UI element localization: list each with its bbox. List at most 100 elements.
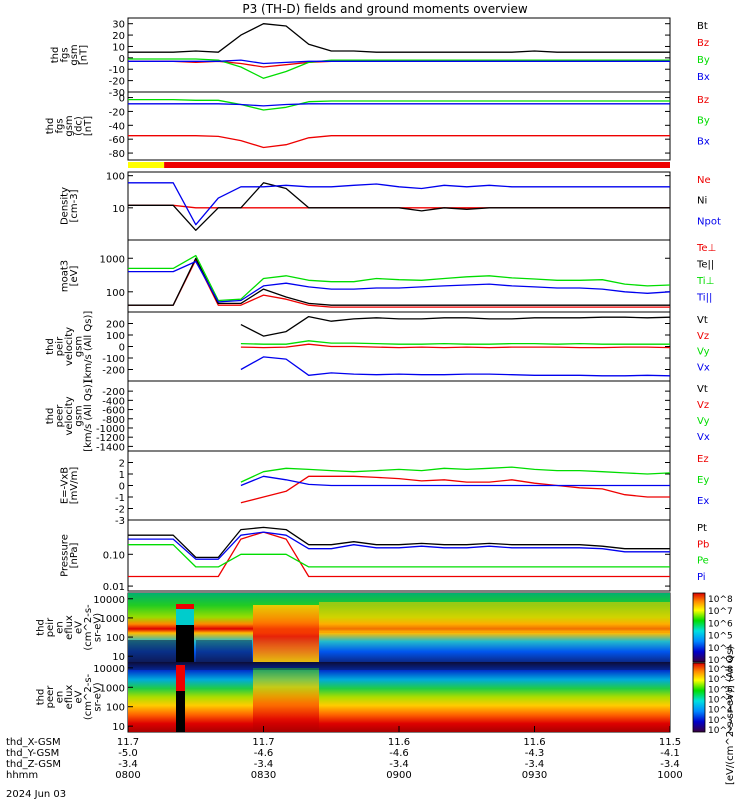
x-tick-label: -3.4: [660, 759, 680, 770]
y-axis-label: thd: [36, 619, 47, 636]
series-line-Vy: [240, 340, 670, 345]
y-axis-label: sr-eV): [93, 613, 104, 642]
y-axis-label: peer: [55, 404, 66, 428]
series-line-Bx: [128, 103, 670, 107]
y-tick-label: -30: [109, 88, 125, 99]
series-line-Pt: [128, 526, 670, 559]
y-tick-label: 1000: [100, 254, 125, 265]
legend-Pb: Pb: [697, 539, 709, 550]
y-tick-label: 0.01: [103, 582, 125, 593]
y-tick-label: -20: [109, 77, 125, 88]
legend-Vz: Vz: [697, 331, 709, 342]
y-axis-label: [nPa]: [69, 542, 80, 568]
series-line-Pe: [128, 544, 670, 568]
spectrogram-electron-burst: [253, 668, 319, 732]
y-tick-label: 100: [106, 288, 125, 299]
x-tick-label: -3.4: [254, 759, 274, 770]
panel-frame: [127, 519, 671, 592]
y-tick-label: -1: [115, 493, 125, 504]
y-tick-label: -10: [109, 65, 125, 76]
y-tick-label: 2: [119, 459, 125, 470]
x-tick-label: 11.6: [388, 737, 410, 748]
legend-Ti||: Ti||: [696, 293, 712, 304]
y-axis-label: eV: [74, 621, 85, 634]
y-axis-label: thd: [50, 47, 61, 64]
y-axis-label: moat3: [59, 260, 70, 292]
y-tick-label: 100: [106, 331, 125, 342]
y-tick-label: 0: [119, 54, 125, 65]
y-axis-label: [km/s (All Qs)]: [83, 380, 94, 452]
y-tick-label: 1000: [100, 683, 125, 694]
legend-Te||: Te||: [696, 260, 714, 271]
x-tick-label: -4.3: [525, 748, 545, 759]
y-axis-label: eV: [74, 690, 85, 703]
y-tick-label: 30: [112, 20, 125, 31]
y-axis-label: thd: [45, 118, 56, 135]
x-tick-label: 1000: [657, 770, 682, 781]
x-tick-label: 11.5: [659, 737, 681, 748]
colorbar-label: [eV/(cm^2-s-sr-eV)] (All Qs): [725, 646, 736, 785]
x-row-label: hhmm: [6, 770, 38, 781]
y-tick-label: 20: [112, 31, 125, 42]
y-axis-ticks: 3020100-10-20-300-20-40-60-8010010100010…: [93, 20, 670, 733]
y-tick-label: 1: [119, 470, 125, 481]
y-axis-label: sr-eV): [93, 682, 104, 711]
y-axis-label: fgs: [59, 47, 70, 62]
legend-Vt: Vt: [697, 315, 708, 326]
series-line-Te⊥: [128, 259, 670, 308]
colorbar-tick-label: 10^7: [708, 607, 733, 617]
y-tick-label: -1200: [96, 433, 125, 444]
colorbar-tick-label: 10^6: [708, 619, 733, 629]
series-line-Ey: [240, 466, 671, 483]
y-axis-label: E=-VxB: [59, 467, 70, 504]
legend-Ni: Ni: [697, 196, 707, 207]
y-tick-label: 10: [112, 204, 125, 215]
y-axis-label: velocity: [64, 396, 75, 435]
y-axis-label: peer: [45, 685, 56, 709]
figure-title: P3 (TH-D) fields and ground moments over…: [242, 2, 527, 16]
colorbar-tick-label: 10^5: [708, 696, 733, 706]
status-bar-segment: [128, 162, 165, 168]
spectrogram-electron-gap-black: [176, 691, 185, 732]
y-axis-label: Pressure: [59, 534, 70, 577]
x-tick-label: -5.0: [118, 748, 138, 759]
y-tick-label: -800: [102, 415, 125, 426]
spectrogram-electron-gap-red: [176, 665, 185, 691]
y-axis-label: [nT]: [83, 116, 94, 136]
colorbar-tick-label: 10^4: [708, 706, 733, 716]
y-axis-label: (cm^2-s-: [83, 604, 94, 651]
y-tick-label: 0: [119, 94, 125, 105]
x-tick-label: 0900: [386, 770, 411, 781]
y-axis-label: eflux: [64, 685, 75, 710]
series-line-Vt: [240, 315, 671, 337]
colorbar-tick-label: 10^3: [708, 716, 733, 726]
legend-Vz: Vz: [697, 400, 709, 411]
legend-By: By: [697, 116, 710, 127]
y-axis-label: thd: [45, 338, 56, 355]
y-tick-label: -2: [115, 505, 125, 516]
y-tick-label: 0: [119, 482, 125, 493]
legend-Npot: Npot: [697, 216, 721, 227]
legend-Bz: Bz: [697, 95, 709, 106]
y-axis-label: gsm: [64, 115, 75, 136]
y-tick-label: 1000: [100, 614, 125, 625]
series-line-Bt: [128, 23, 670, 53]
y-axis-label: gsm: [69, 44, 80, 65]
legend-Bz: Bz: [697, 38, 709, 49]
y-tick-label: -1400: [96, 442, 125, 453]
legend-Bx: Bx: [697, 136, 710, 147]
y-tick-label: -60: [109, 135, 125, 146]
legend-Ex: Ex: [697, 496, 709, 507]
legend-Te⊥: Te⊥: [696, 243, 716, 254]
spectrogram-ion-gap-cyan: [176, 608, 194, 625]
y-axis-label: velocity: [64, 327, 75, 366]
colorbar-tick-label: 10^6: [708, 685, 733, 695]
x-tick-label: 11.7: [252, 737, 274, 748]
y-tick-label: 10: [112, 42, 125, 53]
spectrogram-ion: [128, 593, 670, 662]
status-bar: [128, 162, 670, 168]
spectrogram-ion-burst: [253, 605, 319, 662]
y-tick-label: -100: [102, 354, 125, 365]
x-row-label: thd_Y-GSM: [6, 748, 59, 759]
